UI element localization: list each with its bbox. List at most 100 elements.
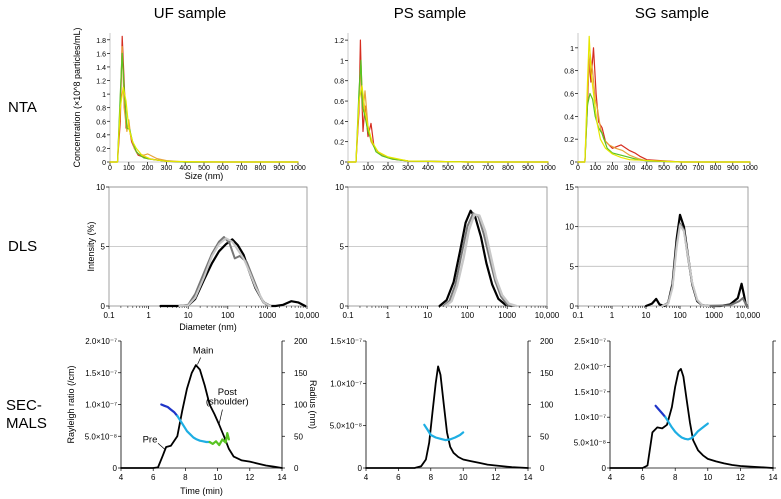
x-tick-label-nta-uf-3: 300 [161, 165, 173, 172]
data-point-sec-sg-0 [689, 421, 691, 423]
data-point-dls-uf-1 [239, 255, 241, 257]
x-tick-label-nta-sg-1: 100 [589, 165, 601, 172]
chart-nta-sg: 0 100 200 300 400 500 600 700 800 900 1000 0 0.2 0.4 0… [564, 33, 758, 172]
data-point-sec-ps-0 [479, 462, 480, 464]
y2-tick-label-sec-ps-2: 100 [540, 401, 554, 410]
data-point-sec-ps-0 [527, 467, 529, 469]
data-point-dls-sg-0 [741, 283, 742, 285]
series-line-dls-sg-0 [644, 213, 749, 308]
data-point-sec-uf-2 [183, 425, 185, 427]
data-point-sec-ps-0 [470, 460, 472, 462]
chart-dls-sg: 0.1 1 10 100 1000 10,000 0 5 10 15 [565, 183, 761, 320]
data-point-sec-uf-0 [209, 404, 211, 405]
data-point-sec-ps-0 [437, 366, 439, 367]
series-line-nta-uf-0 [109, 35, 299, 163]
data-point-sec-uf-1 [167, 406, 169, 408]
data-point-dls-ps-1 [483, 234, 485, 236]
data-point-sec-uf-0 [152, 467, 154, 469]
annotation-sec-uf-2: Post [218, 387, 237, 398]
data-point-nta-ps-2 [364, 115, 366, 117]
data-point-nta-sg-0 [593, 47, 594, 49]
data-point-sec-ps-0 [462, 459, 464, 460]
data-point-sec-sg-1 [658, 409, 660, 410]
y2-tick-label-sec-uf-3: 150 [294, 369, 308, 378]
data-point-dls-ps-1 [467, 225, 468, 227]
y-tick-label-nta-uf-3: 0.6 [96, 119, 106, 126]
data-point-nta-uf-3 [297, 161, 299, 163]
y-tick-label-sec-ps-0: 0 [358, 464, 363, 473]
data-point-dls-ps-0 [486, 262, 487, 264]
y-tick-label-nta-ps-6: 1.2 [334, 38, 344, 45]
data-point-nta-sg-0 [639, 155, 641, 157]
y-tick-label-sec-sg-1: 5.0×10⁻⁸ [574, 439, 606, 448]
series-line-dls-uf-1 [178, 236, 269, 307]
x-tick-label-nta-uf-9: 900 [273, 165, 285, 172]
data-point-dls-uf-2 [263, 302, 264, 303]
x-tick-label-nta-uf-8: 800 [255, 165, 267, 172]
x-tick-label-nta-uf-0: 0 [108, 165, 112, 172]
data-point-sec-sg-0 [731, 464, 733, 466]
data-point-sec-uf-2 [193, 437, 194, 438]
data-point-sec-uf-0 [241, 460, 243, 461]
y-tick-label-sec-uf-4: 2.0×10⁻⁷ [85, 337, 117, 346]
y-tick-label-dls-uf-2: 10 [96, 183, 105, 192]
data-point-dls-uf-0 [225, 243, 227, 245]
x-tick-label-dls-ps-5: 10,000 [535, 311, 560, 320]
x-tick-label-nta-ps-7: 700 [482, 165, 494, 172]
data-point-sec-uf-2 [199, 440, 201, 442]
data-point-sec-uf-0 [214, 413, 215, 415]
data-point-dls-sg-0 [679, 214, 681, 216]
x-tick-label-sec-sg-0: 4 [608, 473, 613, 482]
data-point-nta-uf-2 [121, 53, 123, 54]
data-point-sec-uf-2 [189, 433, 191, 435]
data-point-sec-uf-2 [176, 415, 178, 417]
data-point-dls-ps-2 [508, 303, 510, 304]
data-point-dls-ps-0 [480, 236, 482, 238]
data-point-dls-uf-2 [187, 305, 189, 306]
data-point-sec-sg-0 [661, 428, 663, 429]
data-point-sec-ps-0 [453, 452, 454, 454]
y-tick-label-nta-sg-1: 0.2 [564, 137, 574, 144]
data-point-dls-uf-0 [304, 305, 306, 307]
data-point-sec-uf-0 [233, 456, 235, 457]
x-tick-label-nta-sg-2: 200 [607, 165, 619, 172]
chart-nta-ps: 0 100 200 300 400 500 600 700 800 900 1000 0 0.2 0.4 0… [334, 33, 556, 172]
data-point-sec-sg-0 [772, 467, 774, 469]
data-point-nta-sg-0 [598, 121, 599, 123]
data-point-nta-uf-2 [123, 86, 125, 88]
x-tick-label-sec-uf-4: 12 [245, 473, 254, 482]
data-point-dls-uf-2 [248, 271, 250, 272]
row-label-sec-line1: SEC- [6, 397, 42, 414]
data-point-nta-sg-3 [577, 161, 579, 163]
y-tick-label-nta-uf-6: 1.2 [96, 79, 106, 86]
data-point-sec-uf-0 [281, 467, 283, 469]
x-tick-label-sec-ps-5: 14 [524, 473, 533, 482]
data-point-sec-uf-3 [209, 441, 211, 443]
data-point-nta-uf-3 [141, 154, 143, 156]
data-point-sec-sg-2 [668, 421, 670, 423]
data-point-sec-sg-2 [684, 438, 686, 440]
data-point-nta-ps-2 [367, 131, 369, 132]
y-tick-label-sec-sg-4: 2.0×10⁻⁷ [574, 362, 606, 371]
data-point-nta-uf-3 [119, 107, 121, 109]
data-point-sec-ps-0 [487, 464, 488, 465]
x-tick-label-nta-sg-3: 300 [624, 165, 636, 172]
data-point-dls-sg-2 [708, 305, 710, 307]
data-point-nta-sg-0 [629, 150, 630, 152]
data-point-sec-sg-2 [704, 425, 705, 427]
data-point-dls-sg-0 [683, 226, 685, 228]
data-point-dls-sg-2 [687, 254, 689, 256]
data-point-dls-ps-2 [484, 230, 486, 232]
data-point-nta-uf-3 [117, 161, 118, 163]
data-point-dls-ps-0 [446, 299, 447, 301]
data-point-sec-uf-2 [205, 441, 207, 443]
y2-tick-label-sec-ps-0: 0 [540, 464, 545, 473]
data-point-dls-uf-1 [246, 261, 248, 263]
data-point-sec-sg-0 [683, 376, 684, 377]
data-point-sec-uf-0 [223, 435, 225, 437]
data-point-nta-uf-2 [126, 127, 128, 129]
x-tick-label-nta-sg-10: 1000 [742, 165, 758, 172]
y2-tick-label-sec-uf-2: 100 [294, 401, 308, 410]
y-tick-label-nta-sg-2: 0.4 [564, 114, 574, 121]
